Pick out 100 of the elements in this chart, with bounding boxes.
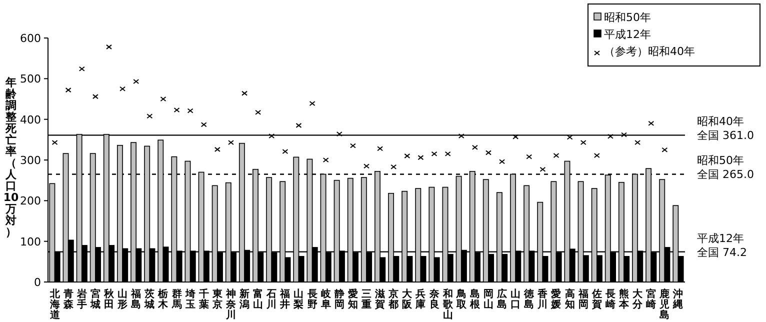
- x-tick-label: 佐賀: [590, 288, 602, 310]
- point: [120, 86, 126, 92]
- x-tick-label: 埼玉: [184, 288, 196, 310]
- point: [444, 151, 451, 156]
- y-tick-label: 0: [34, 276, 41, 289]
- point: [662, 147, 668, 152]
- point: [377, 146, 384, 152]
- x-tick-label: 高知: [564, 288, 575, 310]
- point: [268, 134, 275, 139]
- point: [106, 44, 112, 50]
- x-tick-label: 香川: [536, 288, 549, 310]
- x-tick-label: 奈良: [428, 288, 440, 310]
- point: [160, 96, 166, 102]
- x-tick-label: 秋田: [102, 288, 115, 310]
- point: [146, 114, 153, 119]
- x-tick-label: 長崎: [604, 288, 616, 310]
- point: [350, 143, 356, 148]
- point: [364, 164, 370, 169]
- x-tick-label: 大分: [632, 288, 644, 310]
- ref-line-label: 昭和50年全国 265.0: [697, 154, 754, 182]
- point: [52, 140, 58, 146]
- point: [634, 140, 641, 146]
- point: [580, 140, 586, 146]
- point: [485, 150, 492, 156]
- x-tick-label: 愛知: [346, 288, 358, 310]
- point: [648, 120, 654, 126]
- x-tick-label: 広島: [496, 288, 508, 310]
- x-tick-label: 鳥取: [455, 288, 468, 310]
- x-tick-label: 東京: [211, 288, 224, 310]
- x-tick-label: 京都: [388, 288, 399, 310]
- point: [472, 144, 478, 150]
- x-tick-label: 石川: [266, 289, 277, 310]
- point: [540, 166, 546, 172]
- point: [78, 66, 85, 72]
- y-tick-label: 200: [20, 194, 41, 208]
- x-tick-label: 熊本: [618, 288, 630, 310]
- x-tick-label: 岩手: [76, 288, 87, 310]
- text: 年齢調整死亡率（人口10万対）: [3, 76, 19, 238]
- y-tick-label: 300: [20, 154, 41, 167]
- x-tick-label: 島根: [468, 288, 481, 310]
- point: [65, 88, 72, 93]
- x-tick-label: 山梨: [292, 288, 304, 310]
- y-tick-label: 500: [20, 72, 41, 86]
- x-tick-label: 宮城: [89, 288, 100, 310]
- point: [200, 122, 207, 128]
- x-tick-label: 兵庫: [414, 288, 426, 310]
- x-tick-label: 新潟: [238, 288, 250, 310]
- legend-label: （参考）昭和40年: [604, 45, 695, 58]
- x-tick-label: 岡山: [483, 289, 494, 310]
- x-tick-label: 愛媛: [550, 288, 562, 310]
- x-tick-label: 鹿児島: [658, 288, 671, 321]
- point: [553, 153, 560, 158]
- ref-line-label: 平成12年全国 74.2: [697, 232, 747, 259]
- x-tick-label: 千葉: [198, 288, 209, 310]
- x-tick-label: 北海道: [48, 288, 61, 321]
- point: [309, 100, 316, 106]
- point: [228, 140, 234, 146]
- point: [92, 94, 98, 100]
- point: [607, 134, 614, 139]
- x-tick-label: 山形: [116, 288, 128, 310]
- point: [336, 131, 342, 136]
- point: [133, 79, 140, 84]
- point: [282, 148, 288, 154]
- point: [214, 146, 220, 152]
- point: [621, 132, 628, 138]
- y-tick-label: 400: [20, 113, 41, 126]
- point: [512, 134, 519, 140]
- point: [296, 122, 302, 128]
- ref-line-label: 昭和40年全国 361.0: [697, 115, 754, 142]
- x-tick-label: 福井: [279, 288, 290, 310]
- x-tick-label: 富山: [253, 288, 264, 310]
- x-tick-label: 滋賀: [374, 288, 386, 310]
- point: [390, 164, 397, 170]
- x-tick-label: 福岡: [577, 288, 588, 310]
- point: [187, 108, 194, 114]
- x-tick-label: 静岡: [333, 288, 344, 310]
- legend-label: 平成12年: [604, 28, 651, 41]
- point: [499, 159, 506, 164]
- y-tick-label: 600: [20, 32, 41, 45]
- point: [526, 154, 532, 160]
- x-tick-label: 神奈川: [224, 288, 237, 321]
- x-tick-label: 青森: [62, 288, 74, 310]
- x-tick-label: 和歌山: [442, 288, 454, 321]
- x-tick-label: 岐阜: [320, 288, 332, 310]
- x-tick-label: 宮崎: [646, 288, 656, 310]
- point: [431, 151, 438, 156]
- x-tick-label: 沖縄: [672, 288, 684, 310]
- point: [458, 134, 464, 139]
- point: [322, 158, 329, 162]
- x-tick-label: 山口: [510, 288, 521, 310]
- point: [174, 107, 180, 112]
- point: [242, 90, 248, 96]
- point: [418, 155, 424, 160]
- point: [404, 153, 410, 158]
- x-tick-label: 栃木: [157, 288, 170, 310]
- x-tick-label: 三重: [360, 289, 372, 310]
- x-tick-label: 大阪: [401, 288, 414, 310]
- x-tick-label: 徳島: [523, 288, 536, 310]
- x-tick-label: 福島: [130, 288, 142, 310]
- point: [255, 110, 262, 115]
